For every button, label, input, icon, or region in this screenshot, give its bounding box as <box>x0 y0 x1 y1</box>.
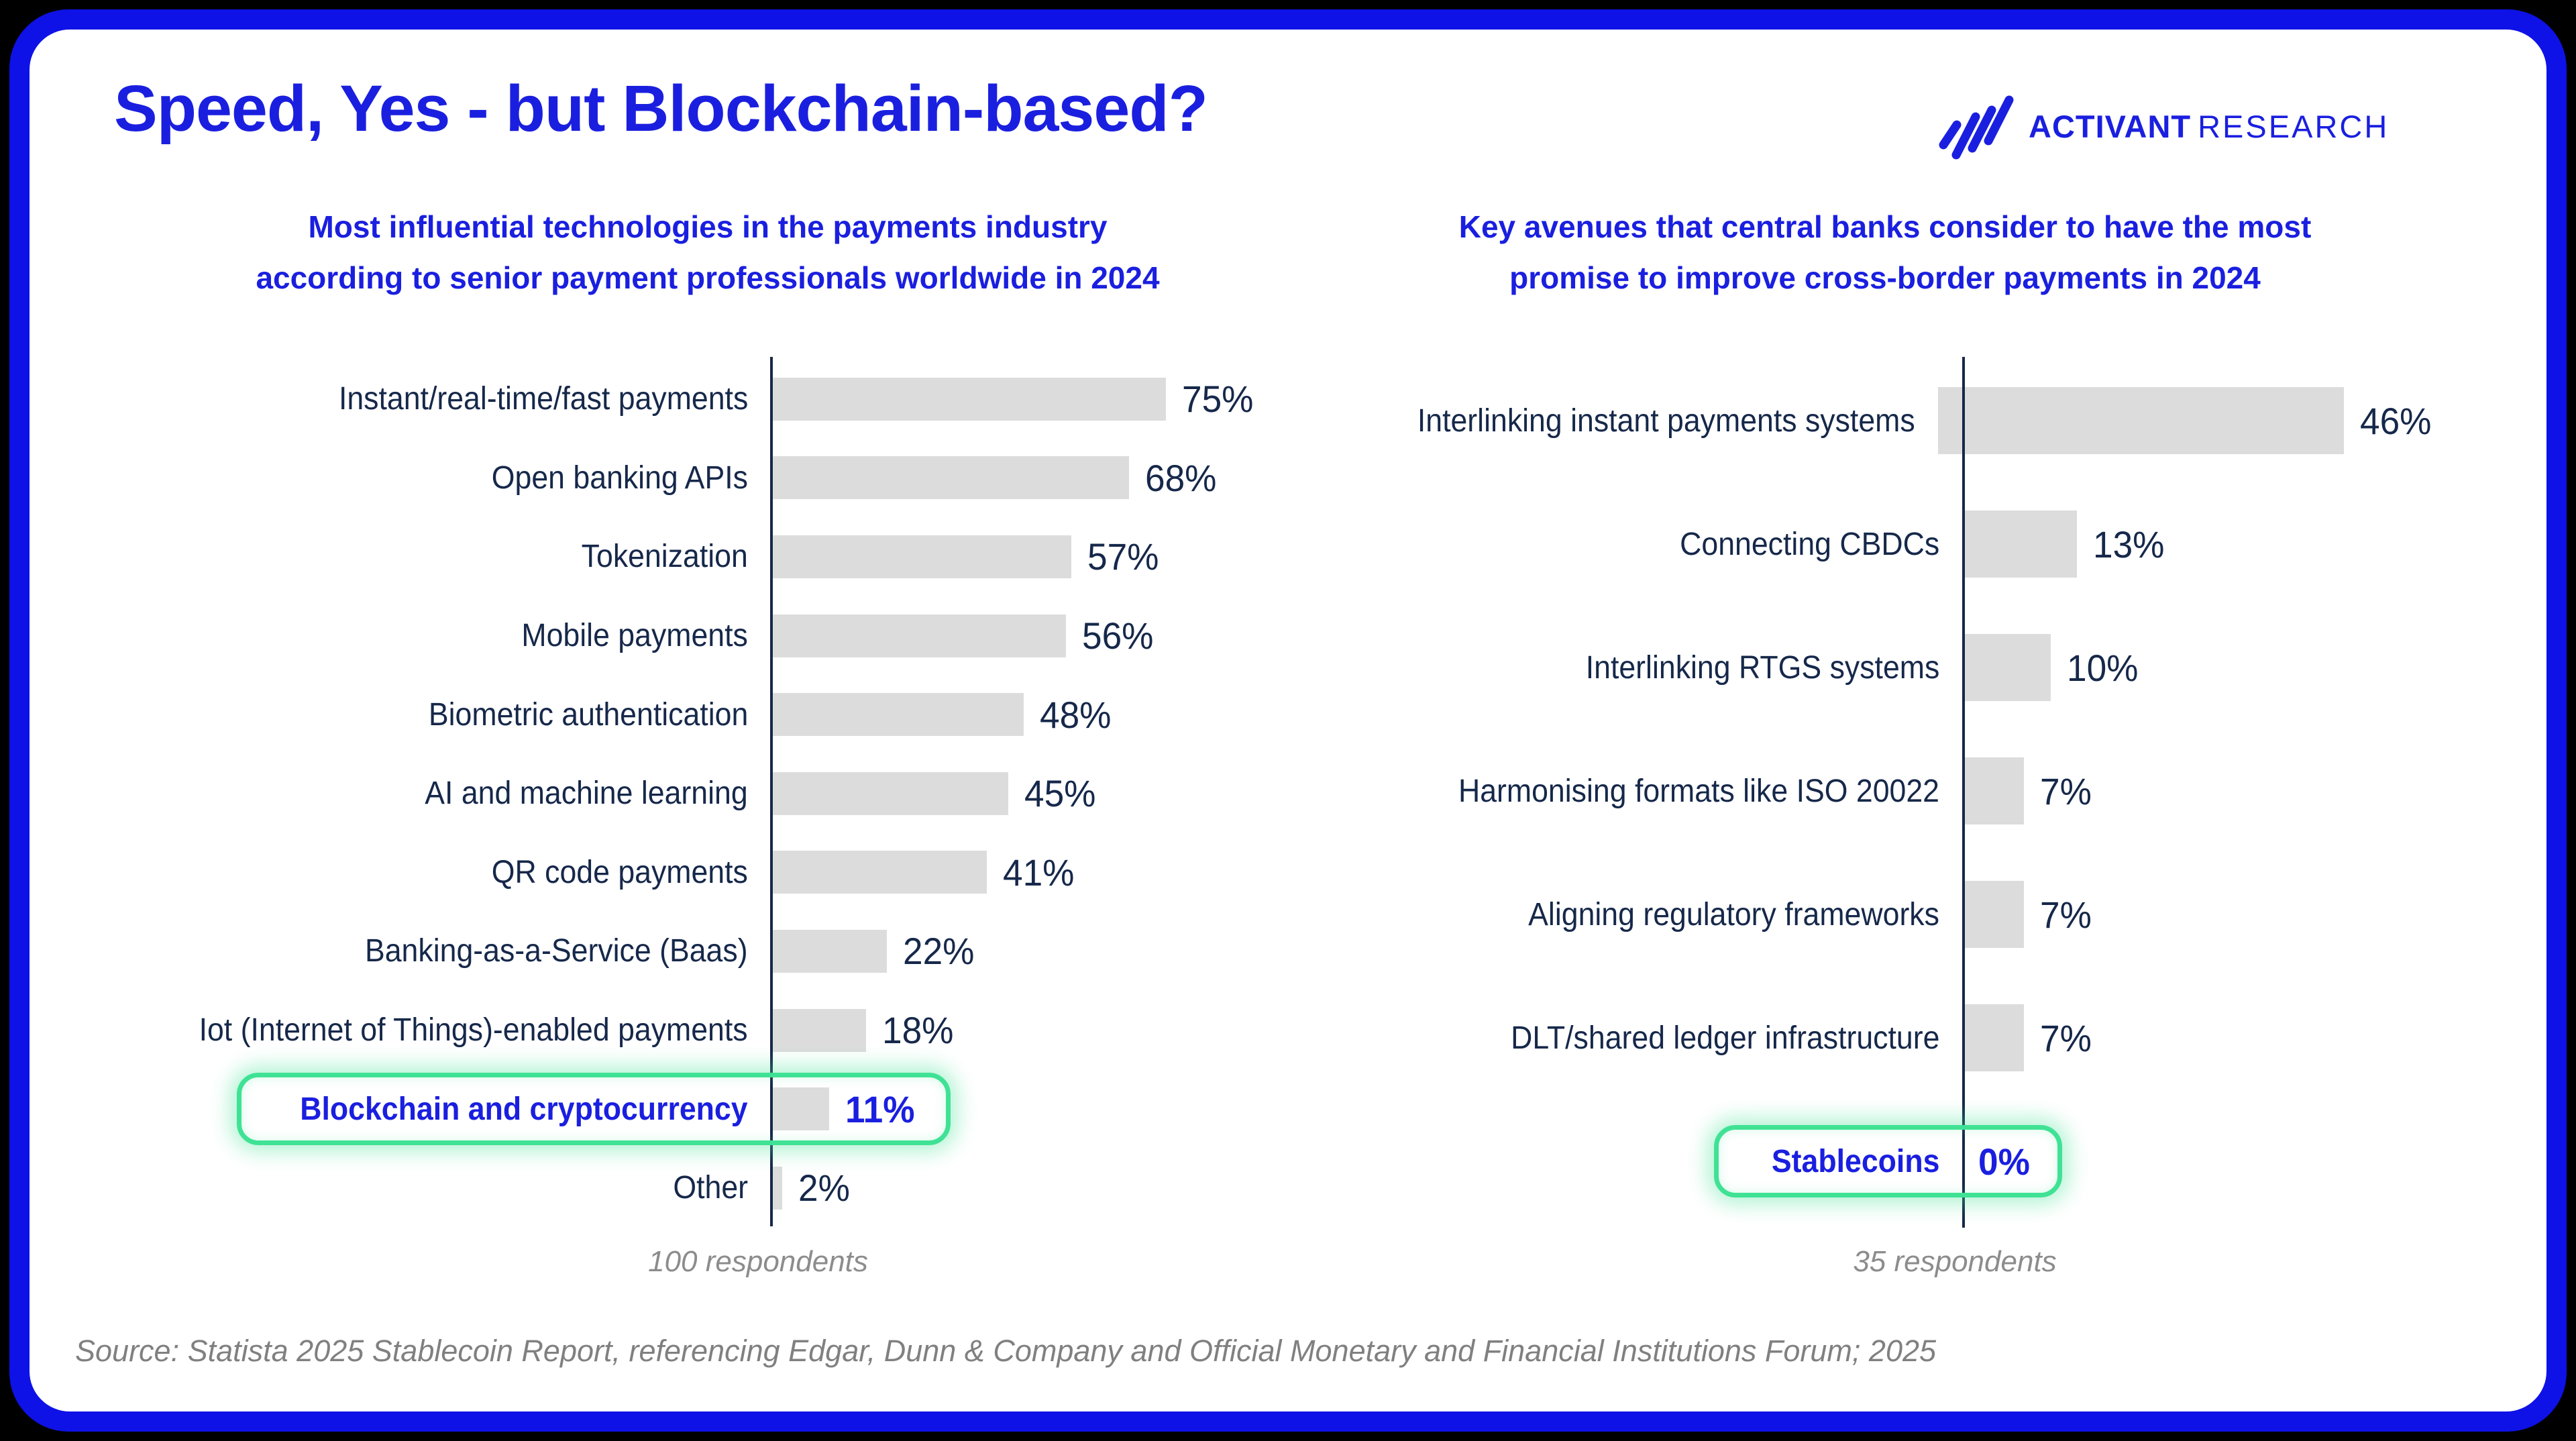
value-label: 7% <box>2040 1016 2092 1059</box>
chart-row: QR code payments 41% <box>114 833 1301 912</box>
value-label: 57% <box>1087 535 1159 578</box>
bar <box>771 929 888 973</box>
bar <box>1962 881 2025 948</box>
value-label: 75% <box>1182 378 1254 421</box>
value-label: 45% <box>1024 772 1096 815</box>
value-label: 46% <box>2359 399 2432 442</box>
chart-row-highlighted: Stablecoins 0% <box>1335 1100 2435 1223</box>
bar <box>771 614 1067 657</box>
y-axis-line <box>1962 357 1965 1228</box>
chart-title: Most influential technologies in the pay… <box>114 201 1301 303</box>
bar <box>1962 511 2077 578</box>
chart-central-bank-avenues: Key avenues that central banks consider … <box>1335 201 2435 1308</box>
value-label: 0% <box>1978 1140 2030 1183</box>
value-label: 68% <box>1145 456 1217 499</box>
bar <box>771 1166 782 1210</box>
chart-row: Interlinking instant payments systems 46% <box>1335 359 2435 482</box>
source-citation: Source: Statista 2025 Stablecoin Report,… <box>75 1334 1937 1368</box>
chart-row: Interlinking RTGS systems 10% <box>1335 606 2435 729</box>
value-label: 48% <box>1040 693 1112 736</box>
chart-row: Tokenization 57% <box>114 517 1301 596</box>
category-label: Blockchain and cryptocurrency <box>300 1091 748 1127</box>
category-label: Connecting CBDCs <box>1679 526 1939 562</box>
category-label: Iot (Internet of Things)-enabled payment… <box>199 1012 748 1049</box>
bar <box>771 771 1008 815</box>
respondents-note: 35 respondents <box>1853 1245 2057 1278</box>
logo-brand-light: RESEARCH <box>2198 108 2390 144</box>
value-label: 10% <box>2066 646 2138 689</box>
value-label: 56% <box>1082 615 1154 657</box>
bar <box>771 535 1071 578</box>
category-label: Tokenization <box>581 539 748 575</box>
bar <box>771 456 1130 500</box>
category-label: Open banking APIs <box>491 460 748 496</box>
chart-row: DLT/shared ledger infrastructure 7% <box>1335 976 2435 1100</box>
value-label: 2% <box>798 1167 850 1210</box>
category-label: AI and machine learning <box>425 776 748 812</box>
value-label: 13% <box>2092 523 2165 566</box>
logo-brand-bold: ACTIVANT <box>2029 108 2192 144</box>
chart-row-highlighted: Blockchain and cryptocurrency 11% <box>114 1069 1301 1149</box>
bar <box>771 1087 830 1131</box>
content-card <box>30 30 2546 1411</box>
activant-logo: ACTIVANT RESEARCH <box>1935 91 2389 161</box>
chart-row: Harmonising formats like ISO 20022 7% <box>1335 729 2435 853</box>
value-label: 11% <box>845 1087 915 1130</box>
bar <box>1962 1004 2025 1071</box>
bar <box>771 693 1024 737</box>
category-label: Interlinking RTGS systems <box>1585 649 1939 686</box>
category-label: QR code payments <box>491 854 748 890</box>
value-label: 7% <box>2040 769 2092 812</box>
category-label: DLT/shared ledger infrastructure <box>1510 1020 1939 1056</box>
chart-title-line: according to senior payment professional… <box>256 260 1160 295</box>
category-label: Interlinking instant payments systems <box>1417 403 1916 439</box>
respondents-note: 100 respondents <box>648 1245 868 1278</box>
bar <box>771 1008 867 1052</box>
chart-row: Open banking APIs 68% <box>114 439 1301 518</box>
category-label: Aligning regulatory frameworks <box>1528 896 1939 932</box>
chart-row: Iot (Internet of Things)-enabled payment… <box>114 991 1301 1070</box>
value-label: 18% <box>882 1009 954 1052</box>
bar <box>771 851 987 894</box>
bar <box>1938 387 2344 454</box>
bar <box>1962 757 2025 824</box>
category-label: Mobile payments <box>521 618 748 654</box>
chart-payment-technologies: Most influential technologies in the pay… <box>114 201 1301 1308</box>
category-label: Instant/real-time/fast payments <box>338 381 748 417</box>
bar-rows: Instant/real-time/fast payments 75% Open b… <box>114 360 1301 1228</box>
bar <box>1962 634 2051 701</box>
page-title: Speed, Yes - but Blockchain-based? <box>114 72 1208 145</box>
category-label: Harmonising formats like ISO 20022 <box>1458 773 1939 809</box>
category-label: Banking-as-a-Service (Baas) <box>365 933 748 969</box>
chart-row: AI and machine learning 45% <box>114 754 1301 833</box>
activant-slashes-icon <box>1939 95 2014 160</box>
chart-row: Other 2% <box>114 1149 1301 1228</box>
chart-title-line: promise to improve cross-border payments… <box>1509 260 2261 295</box>
logo-text: ACTIVANT RESEARCH <box>2029 108 2389 145</box>
category-label: Biometric authentication <box>428 696 748 733</box>
value-label: 7% <box>2040 893 2092 936</box>
chart-row: Connecting CBDCs 13% <box>1335 482 2435 606</box>
value-label: 41% <box>1003 851 1075 894</box>
chart-row: Aligning regulatory frameworks 7% <box>1335 853 2435 976</box>
category-label: Stablecoins <box>1771 1143 1939 1179</box>
chart-row: Instant/real-time/fast payments 75% <box>114 360 1301 439</box>
bar <box>771 377 1166 421</box>
chart-row: Biometric authentication 48% <box>114 675 1301 754</box>
value-label: 22% <box>903 930 975 973</box>
chart-row: Mobile payments 56% <box>114 596 1301 676</box>
chart-title-line: Most influential technologies in the pay… <box>308 209 1108 244</box>
bar-rows: Interlinking instant payments systems 46%… <box>1335 359 2435 1223</box>
y-axis-line <box>770 357 773 1226</box>
chart-title-line: Key avenues that central banks consider … <box>1458 209 2312 244</box>
chart-row: Banking-as-a-Service (Baas) 22% <box>114 912 1301 991</box>
chart-title: Key avenues that central banks consider … <box>1335 201 2435 303</box>
category-label: Other <box>673 1170 748 1206</box>
